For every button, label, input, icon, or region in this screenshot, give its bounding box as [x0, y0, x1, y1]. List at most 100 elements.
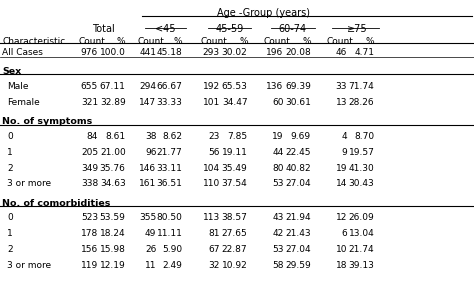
Text: 161: 161 — [139, 179, 156, 188]
Text: Characteristic: Characteristic — [2, 37, 65, 46]
Text: 53.59: 53.59 — [100, 213, 126, 223]
Text: 58: 58 — [272, 261, 283, 270]
Text: 43: 43 — [272, 213, 283, 223]
Text: 40.82: 40.82 — [285, 164, 311, 173]
Text: 8.61: 8.61 — [106, 132, 126, 141]
Text: 19: 19 — [272, 132, 283, 141]
Text: 178: 178 — [81, 229, 98, 238]
Text: 27.04: 27.04 — [285, 245, 311, 254]
Text: 27.65: 27.65 — [222, 229, 247, 238]
Text: 33.11: 33.11 — [156, 164, 182, 173]
Text: 60: 60 — [272, 98, 283, 107]
Text: 33.33: 33.33 — [156, 98, 182, 107]
Text: 3 or more: 3 or more — [7, 261, 51, 270]
Text: %: % — [174, 37, 182, 46]
Text: %: % — [303, 37, 311, 46]
Text: 80: 80 — [272, 164, 283, 173]
Text: 53: 53 — [272, 245, 283, 254]
Text: 12.19: 12.19 — [100, 261, 126, 270]
Text: 14: 14 — [336, 179, 347, 188]
Text: 34.47: 34.47 — [222, 98, 247, 107]
Text: 2.49: 2.49 — [163, 261, 182, 270]
Text: 4.71: 4.71 — [355, 48, 374, 57]
Text: 8.62: 8.62 — [163, 132, 182, 141]
Text: No. of comorbidities: No. of comorbidities — [2, 199, 111, 208]
Text: 6: 6 — [341, 229, 347, 238]
Text: 41.30: 41.30 — [349, 164, 374, 173]
Text: 26: 26 — [145, 245, 156, 254]
Text: 101: 101 — [203, 98, 220, 107]
Text: 21.77: 21.77 — [157, 148, 182, 157]
Text: <45: <45 — [155, 24, 175, 34]
Text: 119: 119 — [81, 261, 98, 270]
Text: 46: 46 — [336, 48, 347, 57]
Text: 7.85: 7.85 — [228, 132, 247, 141]
Text: 21.43: 21.43 — [285, 229, 311, 238]
Text: 29.59: 29.59 — [285, 261, 311, 270]
Text: 11.11: 11.11 — [156, 229, 182, 238]
Text: 39.13: 39.13 — [348, 261, 374, 270]
Text: 37.54: 37.54 — [222, 179, 247, 188]
Text: %: % — [365, 37, 374, 46]
Text: 30.02: 30.02 — [222, 48, 247, 57]
Text: 3 or more: 3 or more — [7, 179, 51, 188]
Text: 19.57: 19.57 — [348, 148, 374, 157]
Text: 655: 655 — [81, 82, 98, 91]
Text: 27.04: 27.04 — [285, 179, 311, 188]
Text: 146: 146 — [139, 164, 156, 173]
Text: %: % — [117, 37, 125, 46]
Text: 32.89: 32.89 — [100, 98, 126, 107]
Text: 38: 38 — [145, 132, 156, 141]
Text: 80.50: 80.50 — [156, 213, 182, 223]
Text: 21.74: 21.74 — [349, 245, 374, 254]
Text: 96: 96 — [145, 148, 156, 157]
Text: 1: 1 — [7, 229, 13, 238]
Text: 18: 18 — [336, 261, 347, 270]
Text: 30.61: 30.61 — [285, 98, 311, 107]
Text: 36.51: 36.51 — [156, 179, 182, 188]
Text: 9.69: 9.69 — [291, 132, 311, 141]
Text: Count: Count — [327, 37, 354, 46]
Text: 10: 10 — [336, 245, 347, 254]
Text: 33: 33 — [336, 82, 347, 91]
Text: No. of symptoms: No. of symptoms — [2, 117, 92, 126]
Text: 104: 104 — [203, 164, 220, 173]
Text: 205: 205 — [81, 148, 98, 157]
Text: 293: 293 — [203, 48, 220, 57]
Text: 338: 338 — [81, 179, 98, 188]
Text: 13.04: 13.04 — [349, 229, 374, 238]
Text: 196: 196 — [266, 48, 283, 57]
Text: 65.53: 65.53 — [221, 82, 247, 91]
Text: 26.09: 26.09 — [349, 213, 374, 223]
Text: 355: 355 — [139, 213, 156, 223]
Text: Total: Total — [92, 24, 115, 34]
Text: Count: Count — [201, 37, 228, 46]
Text: 60-74: 60-74 — [279, 24, 307, 34]
Text: 1: 1 — [7, 148, 13, 157]
Text: 44: 44 — [272, 148, 283, 157]
Text: Count: Count — [137, 37, 164, 46]
Text: Sex: Sex — [2, 67, 22, 77]
Text: 5.90: 5.90 — [163, 245, 182, 254]
Text: 110: 110 — [203, 179, 220, 188]
Text: 4: 4 — [341, 132, 347, 141]
Text: 8.70: 8.70 — [355, 132, 374, 141]
Text: Count: Count — [78, 37, 105, 46]
Text: 32: 32 — [209, 261, 220, 270]
Text: 441: 441 — [139, 48, 156, 57]
Text: All Cases: All Cases — [2, 48, 43, 57]
Text: 71.74: 71.74 — [349, 82, 374, 91]
Text: 136: 136 — [266, 82, 283, 91]
Text: 30.43: 30.43 — [349, 179, 374, 188]
Text: 21.00: 21.00 — [100, 148, 126, 157]
Text: 42: 42 — [272, 229, 283, 238]
Text: Age -Group (years): Age -Group (years) — [217, 8, 310, 18]
Text: 13: 13 — [336, 98, 347, 107]
Text: Count: Count — [264, 37, 291, 46]
Text: 18.24: 18.24 — [100, 229, 126, 238]
Text: 53: 53 — [272, 179, 283, 188]
Text: 156: 156 — [81, 245, 98, 254]
Text: 35.76: 35.76 — [100, 164, 126, 173]
Text: 294: 294 — [139, 82, 156, 91]
Text: 2: 2 — [7, 245, 13, 254]
